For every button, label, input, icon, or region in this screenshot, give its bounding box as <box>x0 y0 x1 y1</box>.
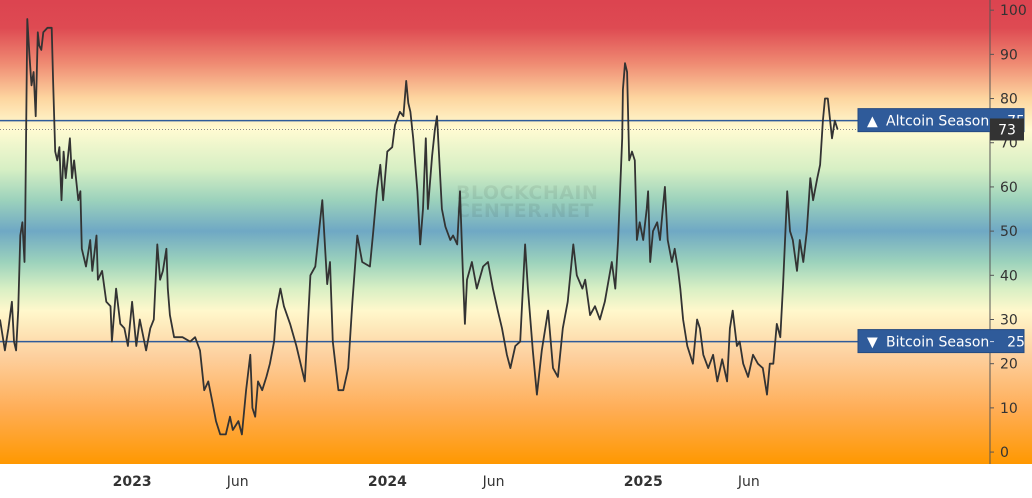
level-label-text: Bitcoin Season <box>886 335 989 351</box>
level-lines <box>0 119 990 343</box>
y-tick-label: 30 <box>1000 312 1018 328</box>
x-tick-label: 2025 <box>624 474 663 490</box>
x-tick-label: Jun <box>482 474 505 490</box>
y-tick-label: 80 <box>1000 92 1018 108</box>
level-label-box <box>857 329 1025 354</box>
watermark-line-1: BLOCKCHAIN <box>456 182 598 204</box>
current-value-label: 73 <box>990 118 1024 141</box>
x-tick-label: Jun <box>226 474 249 490</box>
y-tick-label: 20 <box>1000 357 1018 373</box>
y-tick-label: 40 <box>1000 268 1018 284</box>
x-tick-label: 2024 <box>368 474 407 490</box>
y-tick-label: 0 <box>1000 445 1009 461</box>
x-tick-label: 2023 <box>113 474 152 490</box>
x-axis-ticks: 2023 Jun 2024 Jun 2025 Jun <box>113 474 760 490</box>
y-tick-label: 60 <box>1000 180 1018 196</box>
level-label-altcoin-season: ▲Altcoin Season75 <box>857 108 1025 133</box>
y-tick-label: 50 <box>1000 224 1018 240</box>
y-tick-label: 10 <box>1000 401 1018 417</box>
plot-background <box>0 0 1032 464</box>
series-line-altcoin-index <box>0 18 839 436</box>
level-label-bitcoin-season: ▼ Bitcoin Season 25 <box>857 329 1025 354</box>
level-label-text: Altcoin Season <box>886 114 989 130</box>
y-tick-label: 90 <box>1000 47 1018 63</box>
x-tick-label: Jun <box>737 474 760 490</box>
watermark-line-2: CENTER.NET <box>456 200 594 222</box>
current-value-box <box>990 118 1024 141</box>
watermark: BLOCKCHAIN CENTER.NET <box>456 182 598 222</box>
triangle-down-icon: ▼ <box>867 335 878 351</box>
level-label-value: 25 <box>1007 335 1025 351</box>
triangle-up-icon: ▲ <box>867 114 878 130</box>
y-tick-label: 100 <box>1000 3 1027 19</box>
current-value-text: 73 <box>998 122 1016 138</box>
